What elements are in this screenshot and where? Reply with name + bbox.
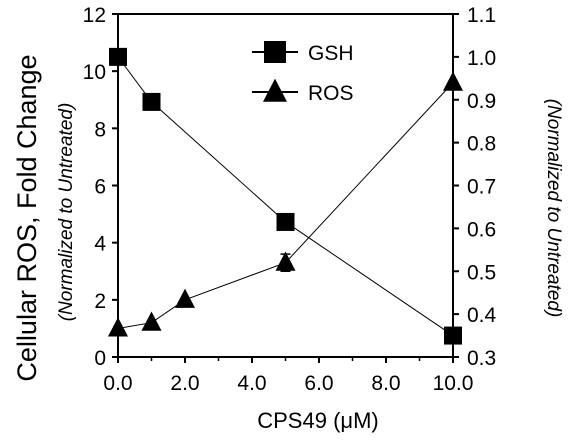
y-axis-left-title: Cellular ROS, Fold Change bbox=[12, 54, 42, 381]
ticks: 0.0 2.0 4.0 6.0 8.0 10.0 0 2 4 6 8 10 12 0.3 0.4 0.5 0.6… bbox=[83, 4, 497, 395]
legend-label: GSH bbox=[308, 42, 354, 65]
x-tick-label: 10.0 bbox=[433, 372, 474, 395]
x-tick-label: 6.0 bbox=[304, 372, 333, 395]
data-point-ros bbox=[276, 252, 296, 271]
data-point-gsh bbox=[109, 48, 127, 66]
y-right-tick-label: 1.0 bbox=[467, 47, 496, 70]
series-line-ros bbox=[118, 83, 453, 329]
y-left-tick-label: 6 bbox=[94, 176, 106, 199]
data-point-gsh bbox=[277, 213, 295, 231]
x-tick-label: 0.0 bbox=[103, 372, 132, 395]
x-tick-label: 2.0 bbox=[170, 372, 199, 395]
y-axis-left-subtitle: (Normalized to Untreated) bbox=[56, 103, 77, 322]
axes bbox=[118, 14, 453, 357]
legend-marker bbox=[263, 79, 287, 102]
legend-marker bbox=[264, 41, 286, 63]
y-left-tick-label: 2 bbox=[94, 290, 106, 313]
legend-label: ROS bbox=[308, 82, 354, 105]
x-tick-label: 4.0 bbox=[237, 372, 266, 395]
data-point-ros bbox=[175, 289, 195, 308]
legend: GSH ROS bbox=[252, 41, 354, 105]
y-left-tick-label: 4 bbox=[94, 233, 106, 256]
data-point-gsh bbox=[444, 327, 462, 345]
y-axis-right-subtitle: (Normalized to Untreated) bbox=[543, 99, 564, 318]
data-point-gsh bbox=[143, 93, 161, 111]
x-tick-label: 8.0 bbox=[371, 372, 400, 395]
x-axis-title: CPS49 (μM) bbox=[257, 408, 378, 433]
y-left-tick-label: 12 bbox=[83, 4, 106, 27]
y-right-tick-label: 0.3 bbox=[467, 347, 496, 370]
data-point-ros bbox=[443, 71, 463, 90]
y-right-tick-label: 0.8 bbox=[467, 133, 496, 156]
y-left-tick-label: 10 bbox=[83, 61, 106, 84]
legend-item-gsh: GSH bbox=[252, 41, 354, 65]
y-right-tick-label: 0.7 bbox=[467, 176, 496, 199]
series-line-gsh bbox=[118, 57, 453, 336]
y-right-tick-label: 0.4 bbox=[467, 304, 497, 327]
y-right-tick-label: 0.5 bbox=[467, 261, 496, 284]
y-right-tick-label: 0.6 bbox=[467, 218, 496, 241]
y-left-tick-label: 8 bbox=[94, 118, 106, 141]
data-point-ros bbox=[142, 312, 162, 331]
y-right-tick-label: 0.9 bbox=[467, 90, 496, 113]
y-left-tick-label: 0 bbox=[94, 347, 106, 370]
y-right-tick-label: 1.1 bbox=[467, 4, 496, 27]
legend-item-ros: ROS bbox=[252, 79, 354, 105]
plot-frame bbox=[118, 14, 453, 357]
